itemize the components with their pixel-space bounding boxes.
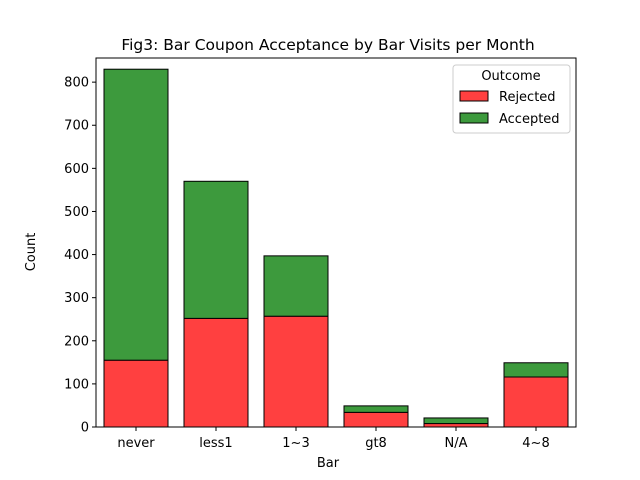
- bar-accepted-2: [263, 255, 329, 317]
- legend-label-accepted: Accepted: [499, 112, 560, 127]
- bar-rejected-4: [423, 423, 489, 428]
- y-tick-label-6: 600: [64, 162, 89, 177]
- legend-swatch-rejected: [459, 90, 489, 102]
- bar-accepted-0: [103, 68, 169, 361]
- x-tick-label-3: gt8: [365, 436, 387, 451]
- bar-rejected-2: [263, 315, 329, 428]
- bar-rejected-5: [503, 376, 569, 428]
- axes-group: 0 100 200 300 400 500 600 700 800 never less1 1~3 gt…: [64, 57, 577, 451]
- y-tick-label-7: 700: [64, 119, 89, 134]
- y-tick-label-2: 200: [64, 334, 89, 349]
- bar-accepted-3: [343, 405, 409, 413]
- y-tick-label-8: 800: [64, 76, 89, 91]
- legend: Outcome Rejected Accepted: [452, 64, 571, 134]
- y-tick-label-1: 100: [64, 377, 89, 392]
- y-tick-label-3: 300: [64, 291, 89, 306]
- x-tick-label-5: 4~8: [522, 436, 549, 451]
- bar-accepted-1: [183, 180, 249, 319]
- bar-rejected-1: [183, 317, 249, 428]
- y-tick-label-4: 400: [64, 248, 89, 263]
- y-axis-label: Count: [24, 233, 39, 272]
- x-tick-label-1: less1: [199, 436, 232, 451]
- bar-accepted-4: [423, 417, 489, 425]
- x-tick-label-4: N/A: [445, 436, 468, 451]
- chart-title: Fig3: Bar Coupon Acceptance by Bar Visit…: [121, 36, 534, 54]
- legend-swatch-accepted: [459, 112, 489, 124]
- x-tick-label-0: never: [117, 436, 155, 451]
- legend-label-rejected: Rejected: [499, 90, 556, 105]
- plot-frame: [95, 57, 577, 428]
- legend-title: Outcome: [481, 69, 540, 84]
- bar-rejected-3: [343, 411, 409, 428]
- x-tick-label-2: 1~3: [282, 436, 309, 451]
- y-tick-label-5: 500: [64, 205, 89, 220]
- x-axis-label: Bar: [317, 456, 340, 471]
- y-tick-label-0: 0: [81, 421, 89, 436]
- bars-group: [103, 68, 569, 428]
- bar-accepted-5: [503, 362, 569, 378]
- bar-rejected-0: [103, 359, 169, 428]
